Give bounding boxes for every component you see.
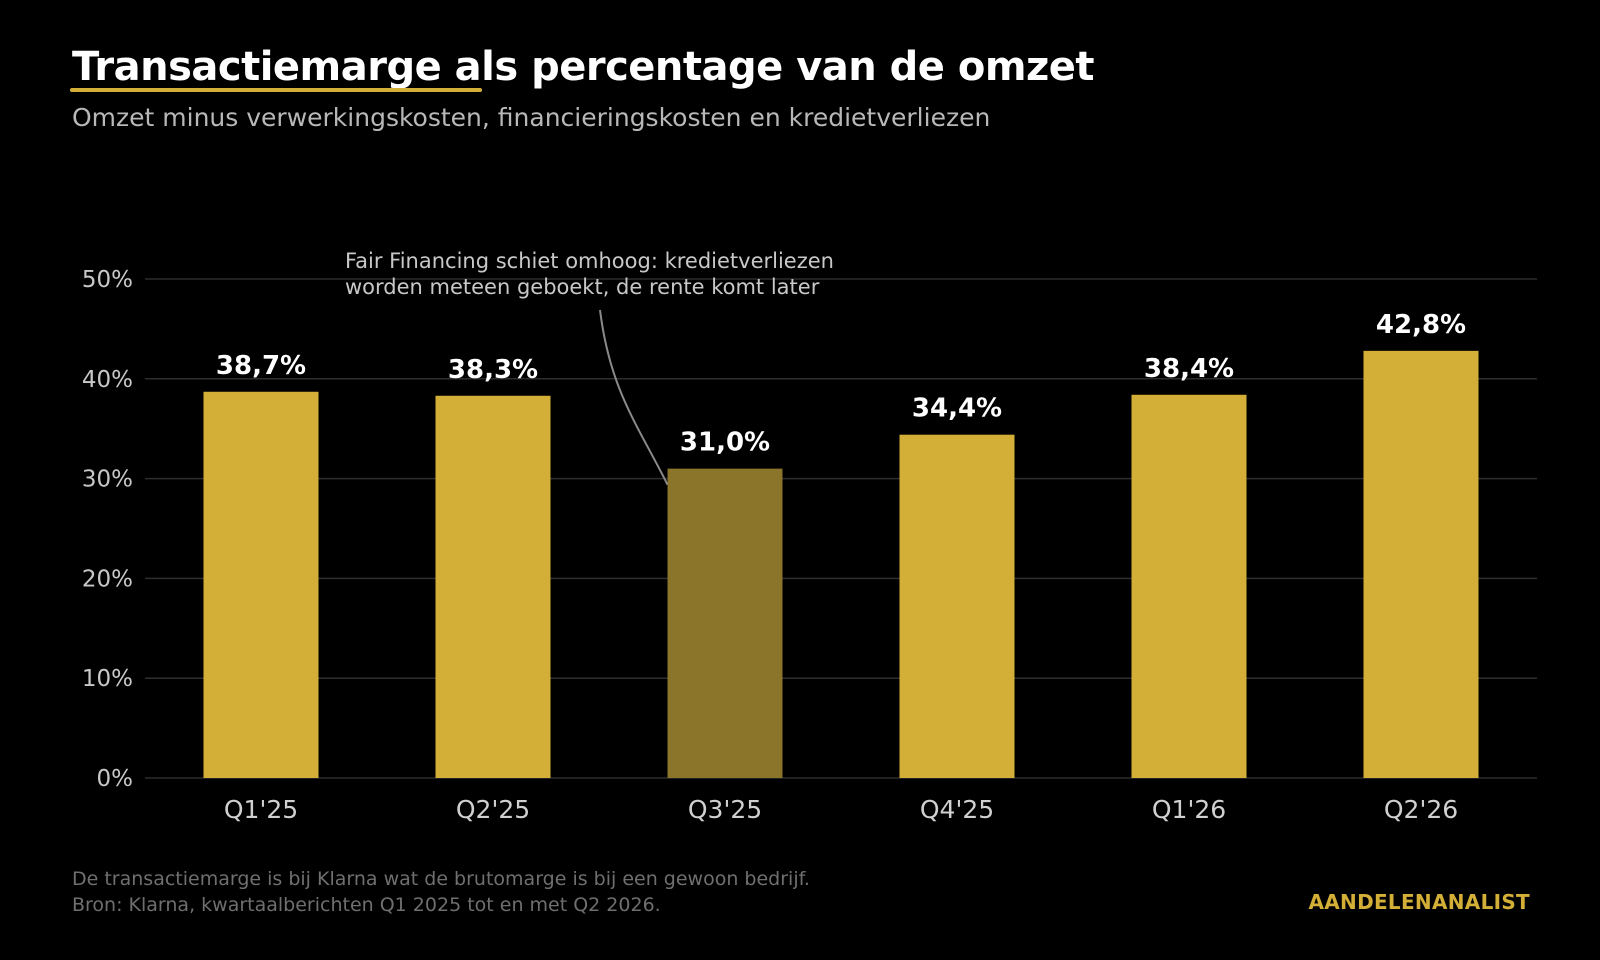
x-tick-label: Q3'25 — [688, 795, 762, 824]
brand-logo-text: AANDELENANALIST — [1308, 890, 1530, 914]
bar-value-label: 31,0% — [680, 428, 770, 458]
y-tick-label: 10% — [82, 666, 133, 692]
x-tick-label: Q2'26 — [1384, 795, 1458, 824]
bar-value-label: 38,7% — [216, 351, 306, 381]
x-tick-label: Q1'26 — [1152, 795, 1226, 824]
x-tick-label: Q1'25 — [224, 795, 298, 824]
bar-value-label: 38,3% — [448, 355, 538, 385]
bar — [1131, 394, 1247, 778]
bars — [203, 350, 1479, 778]
value-labels: 38,7% 38,3% 31,0% 34,4% 38,4% 42,8% — [216, 310, 1466, 458]
gridlines — [145, 278, 1537, 779]
annotation-text: Fair Financing schiet omhoog: kredietver… — [345, 249, 834, 273]
y-axis-ticks: 0% 10% 20% 30% 40% 50% — [82, 267, 133, 792]
footnote: De transactiemarge is bij Klarna wat de … — [72, 866, 810, 918]
y-tick-label: 50% — [82, 267, 133, 293]
title-underline — [70, 88, 482, 92]
bar — [203, 391, 319, 778]
annotation-text: worden meteen geboekt, de rente komt lat… — [345, 275, 820, 299]
bar-value-label: 42,8% — [1376, 310, 1466, 340]
bar — [435, 395, 551, 778]
y-tick-label: 20% — [82, 566, 133, 592]
bar — [899, 434, 1015, 778]
bar — [667, 468, 783, 778]
chart-title: Transactiemarge als percentage van de om… — [72, 44, 1095, 90]
y-tick-label: 30% — [82, 467, 133, 493]
annotation-leader-line — [599, 309, 669, 486]
footnote-line-1: De transactiemarge is bij Klarna wat de … — [72, 868, 810, 890]
x-axis-ticks: Q1'25 Q2'25 Q3'25 Q4'25 Q1'26 Q2'26 — [224, 795, 1458, 824]
y-tick-label: 40% — [82, 367, 133, 393]
annotation: Fair Financing schiet omhoog: kredietver… — [345, 249, 834, 486]
x-tick-label: Q2'25 — [456, 795, 530, 824]
y-tick-label: 0% — [97, 766, 134, 792]
footnote-source: Bron: Klarna, kwartaalberichten Q1 2025 … — [72, 894, 661, 916]
bar — [1363, 350, 1479, 778]
chart-subtitle: Omzet minus verwerkingskosten, financier… — [72, 103, 991, 132]
x-tick-label: Q4'25 — [920, 795, 994, 824]
bar-value-label: 38,4% — [1144, 354, 1234, 384]
bar-value-label: 34,4% — [912, 394, 1002, 424]
